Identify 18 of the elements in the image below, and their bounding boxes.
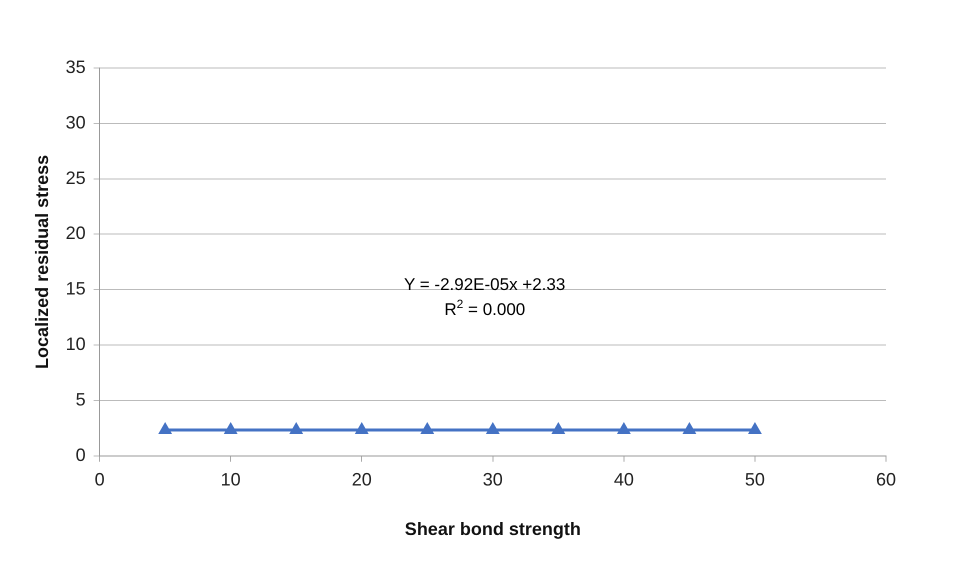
x-tick-label: 0 xyxy=(94,470,105,490)
y-tick-label: 5 xyxy=(76,389,86,410)
x-axis-title: Shear bond strength xyxy=(404,519,581,540)
y-tick-label: 0 xyxy=(76,444,86,465)
x-tick-label: 10 xyxy=(220,470,241,490)
x-tick-label: 50 xyxy=(744,470,765,490)
y-tick-label: 25 xyxy=(66,168,86,188)
x-tick-label: 60 xyxy=(876,470,896,490)
y-tick-label: 15 xyxy=(66,278,86,299)
annotation: Y = -2.92E-05x +2.33 xyxy=(404,275,566,294)
y-tick-label: 20 xyxy=(66,223,86,244)
x-tick-label: 40 xyxy=(614,470,634,490)
x-tick-label: 20 xyxy=(352,470,372,490)
y-tick-label: 35 xyxy=(66,56,86,77)
x-tick-label: 30 xyxy=(482,470,503,490)
y-tick-label: 10 xyxy=(66,334,86,354)
y-axis-title: Localized residual stress xyxy=(32,154,52,369)
y-tick-label: 30 xyxy=(66,112,86,132)
